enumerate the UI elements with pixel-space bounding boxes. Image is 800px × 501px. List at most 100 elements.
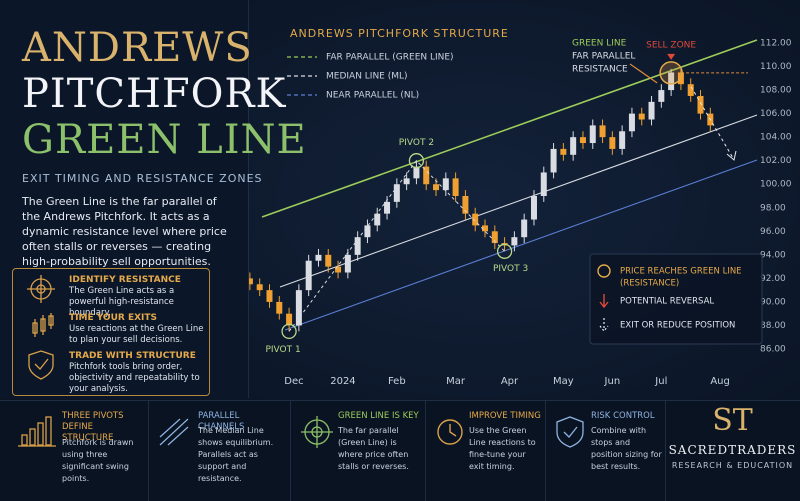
feature-text: Use the Green Line reactions to fine-tun… bbox=[469, 426, 536, 471]
candle-body bbox=[550, 148, 557, 173]
candle-body bbox=[589, 125, 596, 144]
y-tick-label: 102.00 bbox=[760, 156, 792, 166]
feature-heading: GREEN LINE IS KEY bbox=[338, 411, 419, 421]
icon bbox=[437, 419, 463, 445]
y-tick-label: 98.00 bbox=[760, 203, 786, 213]
candle-body bbox=[384, 201, 391, 214]
y-tick-label: 104.00 bbox=[760, 133, 792, 143]
brand: ST SACREDTRADERS RESEARCH & EDUCATION bbox=[665, 401, 800, 501]
x-tick-label: Mar bbox=[446, 376, 466, 387]
candle-body bbox=[256, 284, 263, 291]
feature: THREE PIVOTS DEFINE STRUCTURE Pitchfork … bbox=[0, 401, 149, 501]
y-tick-label: 86.00 bbox=[760, 345, 786, 355]
pivot-marker bbox=[496, 243, 513, 259]
subtitle: EXIT TIMING AND RESISTANCE ZONES bbox=[22, 172, 263, 185]
x-tick-label: Jul bbox=[654, 376, 667, 387]
pivot-label: PIVOT 1 bbox=[265, 345, 300, 355]
legend-title: ANDREWS PITCHFORK STRUCTURE bbox=[290, 27, 509, 40]
candle-body bbox=[472, 213, 479, 226]
feature-text: Pitchfork is drawn using three significa… bbox=[62, 438, 134, 483]
candle-body bbox=[570, 137, 577, 155]
candle-body bbox=[433, 184, 440, 191]
brand-tagline: RESEARCH & EDUCATION bbox=[671, 461, 794, 470]
bottom-strip: THREE PIVOTS DEFINE STRUCTURE Pitchfork … bbox=[0, 400, 800, 501]
y-tick-label: 88.00 bbox=[760, 321, 786, 331]
signal-text: POTENTIAL REVERSAL bbox=[620, 297, 714, 307]
signal-box bbox=[589, 253, 763, 345]
callout: GREEN LINE bbox=[572, 39, 627, 49]
icon bbox=[159, 418, 189, 446]
y-tick-label: 100.00 bbox=[760, 180, 792, 190]
candle-body bbox=[413, 166, 420, 179]
sell-pointer bbox=[667, 53, 676, 60]
candle-body bbox=[276, 301, 283, 314]
candle-body bbox=[423, 166, 430, 185]
candle-body bbox=[638, 113, 645, 120]
pivot-label: PIVOT 3 bbox=[493, 264, 528, 274]
feature: GREEN LINE IS KEY The far parallel (Gree… bbox=[290, 401, 426, 501]
candle-body bbox=[325, 254, 332, 267]
candle-body bbox=[354, 237, 361, 255]
candle-body bbox=[648, 101, 655, 120]
signal-icon bbox=[599, 294, 609, 309]
tip-text: Use reactions at the Green Line to plan … bbox=[69, 324, 204, 345]
y-tick-label: 92.00 bbox=[760, 274, 786, 284]
pivot-marker bbox=[408, 153, 425, 169]
x-tick-label: Feb bbox=[388, 376, 406, 387]
feature-text: The Median Line shows equilibrium. Paral… bbox=[198, 426, 274, 483]
x-tick-label: Jun bbox=[604, 376, 621, 387]
candle-body bbox=[344, 254, 351, 273]
candle-body bbox=[521, 219, 528, 238]
candle-body bbox=[462, 196, 469, 214]
candle-body bbox=[266, 290, 273, 302]
pivot-label: PIVOT 2 bbox=[399, 138, 434, 148]
candle-body bbox=[374, 213, 381, 226]
icon bbox=[301, 416, 333, 448]
candle-body bbox=[442, 178, 449, 191]
legend-label: NEAR PARALLEL (NL) bbox=[326, 91, 419, 101]
title-line: PITCHFORK bbox=[22, 71, 287, 117]
signal-icon bbox=[597, 264, 611, 278]
signal-subtext: (RESISTANCE) bbox=[620, 279, 679, 289]
chart: ANDREWS PITCHFORK STRUCTURE 86.00 88.00 90… bbox=[246, 27, 792, 387]
candle-body bbox=[286, 313, 293, 326]
candle-body bbox=[628, 113, 635, 132]
y-tick-label: 112.00 bbox=[760, 39, 792, 49]
candle-body bbox=[511, 237, 518, 246]
candle-body bbox=[540, 172, 547, 196]
candle-body bbox=[305, 260, 312, 291]
feature: IMPROVE TIMING Use the Green Line reacti… bbox=[425, 401, 546, 501]
callout: RESISTANCE bbox=[572, 65, 628, 75]
signal-text: EXIT OR REDUCE POSITION bbox=[620, 321, 735, 331]
sell-zone-label: SELL ZONE bbox=[646, 40, 696, 50]
left-panel: ANDREWS PITCHFORK GREEN LINE EXIT TIMING… bbox=[0, 0, 306, 398]
candle-body bbox=[246, 278, 253, 285]
pitchfork-line bbox=[261, 39, 758, 218]
candle-body bbox=[530, 196, 537, 220]
feature-heading: RISK CONTROL bbox=[591, 411, 655, 421]
y-tick-label: 110.00 bbox=[760, 62, 792, 72]
feature-text: Combine with stops and position sizing f… bbox=[591, 426, 662, 471]
x-tick-label: Apr bbox=[501, 376, 519, 387]
legend-label: FAR PARALLEL (GREEN LINE) bbox=[326, 53, 454, 63]
candle-body bbox=[403, 178, 410, 185]
feature: PARALLEL CHANNELS The Median Line shows … bbox=[148, 401, 291, 501]
intro: The Green Line is the far parallel of th… bbox=[22, 195, 227, 268]
tip-heading: TRADE WITH STRUCTURE bbox=[69, 351, 196, 361]
candle-body bbox=[579, 137, 586, 144]
pitchfork-line bbox=[279, 114, 758, 288]
sell-marker bbox=[659, 61, 683, 85]
x-tick-label: 2024 bbox=[330, 376, 355, 387]
x-tick-label: Aug bbox=[710, 376, 730, 387]
tip-heading: IDENTIFY RESISTANCE bbox=[69, 275, 181, 285]
candle-body bbox=[609, 137, 616, 149]
y-tick-label: 106.00 bbox=[760, 109, 792, 119]
candle-body bbox=[560, 148, 567, 155]
feature-heading: IMPROVE TIMING bbox=[469, 411, 541, 421]
icon bbox=[18, 416, 56, 447]
candle-body bbox=[364, 225, 371, 238]
title-line: ANDREWS bbox=[22, 25, 253, 71]
candle-body bbox=[452, 178, 459, 196]
tip: TIME YOUR EXITS Use reactions at the Gree… bbox=[69, 313, 211, 346]
